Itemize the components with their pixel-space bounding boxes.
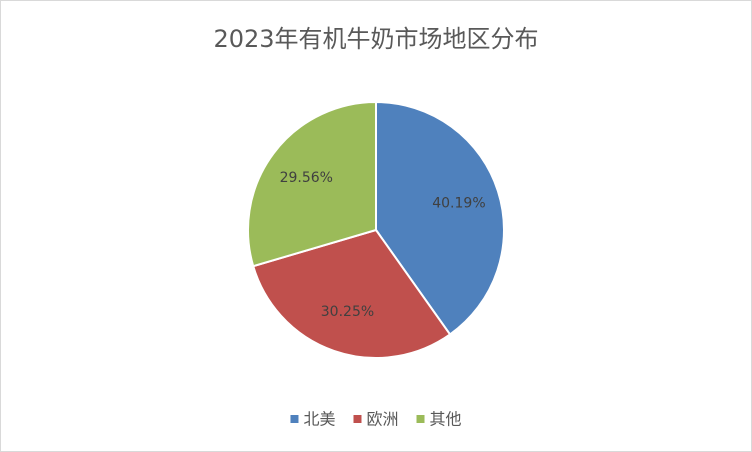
data-label: 29.56% — [280, 170, 333, 186]
chart-title: 2023年有机牛奶市场地区分布 — [213, 25, 538, 53]
legend-label: 北美 — [303, 410, 335, 429]
pie-slice — [251, 228, 452, 359]
legend-swatch — [416, 415, 425, 423]
legend-label: 欧洲 — [366, 410, 398, 429]
pie-slice — [375, 100, 505, 336]
legend-swatch — [290, 415, 299, 423]
legend-label: 其他 — [430, 410, 462, 429]
data-label: 40.19% — [432, 196, 485, 212]
pie-slice — [247, 100, 377, 268]
legend-swatch — [353, 415, 362, 423]
data-label: 30.25% — [321, 304, 374, 320]
